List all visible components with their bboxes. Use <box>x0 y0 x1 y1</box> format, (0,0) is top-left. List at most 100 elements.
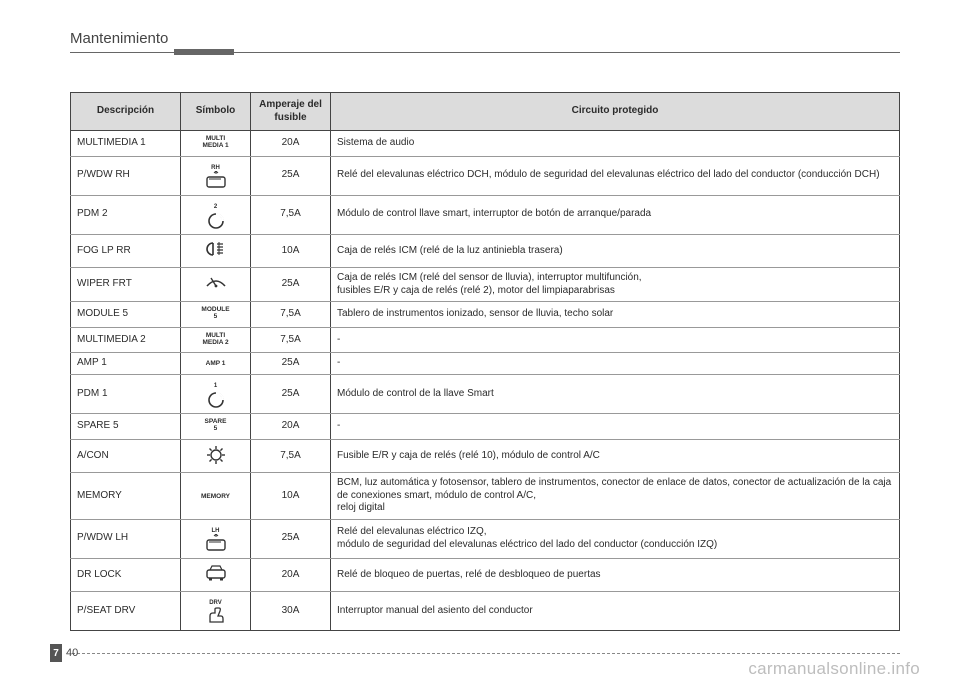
th-desc: Descripción <box>71 93 181 131</box>
cell-symbol: AMP 1 <box>181 353 251 375</box>
cell-amp: 10A <box>251 473 331 520</box>
cell-circuit: Relé del elevalunas eléctrico DCH, módul… <box>331 156 900 195</box>
wiper-icon <box>205 272 227 292</box>
cell-desc: P/SEAT DRV <box>71 592 181 631</box>
table-row: P/WDW LH LH 25ARelé del elevalunas eléctri… <box>71 519 900 558</box>
cell-circuit: BCM, luz automática y fotosensor, tabler… <box>331 473 900 520</box>
cell-amp: 7,5A <box>251 439 331 473</box>
cell-desc: P/WDW RH <box>71 156 181 195</box>
window_rh-icon: RH <box>205 165 227 191</box>
cell-symbol: RH <box>181 156 251 195</box>
car-icon <box>205 563 227 583</box>
cell-circuit: Fusible E/R y caja de relés (relé 10), m… <box>331 439 900 473</box>
cell-circuit: Relé del elevalunas eléctrico IZQ,módulo… <box>331 519 900 558</box>
section-title: Mantenimiento <box>70 30 168 47</box>
cell-amp: 25A <box>251 519 331 558</box>
cell-amp: 25A <box>251 353 331 375</box>
th-amp: Amperaje del fusible <box>251 93 331 131</box>
cell-symbol: SPARE5 <box>181 413 251 439</box>
snow-icon <box>205 444 227 464</box>
cell-amp: 30A <box>251 592 331 631</box>
cell-symbol: MEMORY <box>181 473 251 520</box>
table-row: P/WDW RH RH 25ARelé del elevalunas eléctri… <box>71 156 900 195</box>
cell-symbol: 2 <box>181 195 251 234</box>
cell-desc: WIPER FRT <box>71 268 181 302</box>
cell-desc: DR LOCK <box>71 558 181 592</box>
cell-symbol <box>181 234 251 268</box>
cell-desc: AMP 1 <box>71 353 181 375</box>
table-row: SPARE 5 SPARE5 20A- <box>71 413 900 439</box>
table-row: MEMORY MEMORY 10ABCM, luz automática y fot… <box>71 473 900 520</box>
cell-symbol: LH <box>181 519 251 558</box>
cell-desc: MULTIMEDIA 2 <box>71 327 181 353</box>
cell-desc: MODULE 5 <box>71 302 181 328</box>
table-row: FOG LP RR 10ACaja de relés ICM (relé de l… <box>71 234 900 268</box>
symbol-text: MULTIMEDIA 2 <box>202 332 228 346</box>
symbol-text: AMP 1 <box>206 360 226 367</box>
cell-desc: MEMORY <box>71 473 181 520</box>
table-row: P/SEAT DRV DRV 30AInterruptor manual del a… <box>71 592 900 631</box>
table-row: PDM 2 2 7,5AMódulo de control llave smart,… <box>71 195 900 234</box>
cell-desc: SPARE 5 <box>71 413 181 439</box>
window_lh-icon: LH <box>205 528 227 554</box>
cell-circuit: Caja de relés ICM (relé de la luz antini… <box>331 234 900 268</box>
cell-symbol: MULTIMEDIA 2 <box>181 327 251 353</box>
cell-circuit: - <box>331 327 900 353</box>
table-header-row: Descripción Símbolo Amperaje del fusible… <box>71 93 900 131</box>
ring1-icon: 1 <box>205 383 227 409</box>
cell-circuit: Módulo de control llave smart, interrupt… <box>331 195 900 234</box>
cell-symbol: MODULE5 <box>181 302 251 328</box>
seat_drv-icon: DRV <box>205 600 227 626</box>
symbol-text: MULTIMEDIA 1 <box>202 135 228 149</box>
symbol-text: SPARE5 <box>205 418 227 432</box>
cell-circuit: - <box>331 353 900 375</box>
cell-desc: PDM 2 <box>71 195 181 234</box>
cell-amp: 25A <box>251 268 331 302</box>
table-row: PDM 1 1 25AMódulo de control de la llave S… <box>71 374 900 413</box>
cell-amp: 7,5A <box>251 195 331 234</box>
th-symbol: Símbolo <box>181 93 251 131</box>
cell-desc: FOG LP RR <box>71 234 181 268</box>
cell-desc: MULTIMEDIA 1 <box>71 131 181 157</box>
ring2-icon: 2 <box>205 204 227 230</box>
chapter-number: 7 <box>50 644 62 662</box>
table-row: A/CON7,5AFusible E/R y caja de relés (re… <box>71 439 900 473</box>
fog_rr-icon <box>205 239 227 259</box>
page-header: Mantenimiento <box>70 30 900 64</box>
table-row: MULTIMEDIA 2 MULTIMEDIA 2 7,5A- <box>71 327 900 353</box>
cell-symbol <box>181 439 251 473</box>
cell-amp: 25A <box>251 156 331 195</box>
cell-symbol <box>181 268 251 302</box>
table-row: MULTIMEDIA 1 MULTIMEDIA 1 20ASistema de au… <box>71 131 900 157</box>
cell-amp: 7,5A <box>251 327 331 353</box>
cell-symbol <box>181 558 251 592</box>
cell-symbol: DRV <box>181 592 251 631</box>
cell-symbol: 1 <box>181 374 251 413</box>
cell-amp: 20A <box>251 413 331 439</box>
th-circuit: Circuito protegido <box>331 93 900 131</box>
cell-circuit: Caja de relés ICM (relé del sensor de ll… <box>331 268 900 302</box>
symbol-text: MEMORY <box>201 493 230 500</box>
cell-amp: 7,5A <box>251 302 331 328</box>
cell-circuit: Sistema de audio <box>331 131 900 157</box>
cell-symbol: MULTIMEDIA 1 <box>181 131 251 157</box>
cell-circuit: Interruptor manual del asiento del condu… <box>331 592 900 631</box>
page-number: 40 <box>66 647 78 659</box>
cell-amp: 10A <box>251 234 331 268</box>
cell-circuit: - <box>331 413 900 439</box>
table-row: MODULE 5 MODULE5 7,5ATablero de instrument… <box>71 302 900 328</box>
cell-circuit: Módulo de control de la llave Smart <box>331 374 900 413</box>
symbol-text: MODULE5 <box>201 306 229 320</box>
table-row: DR LOCK 20ARelé de bloqueo de puertas, re… <box>71 558 900 592</box>
cell-amp: 25A <box>251 374 331 413</box>
cell-circuit: Tablero de instrumentos ionizado, sensor… <box>331 302 900 328</box>
cell-amp: 20A <box>251 558 331 592</box>
cell-circuit: Relé de bloqueo de puertas, relé de desb… <box>331 558 900 592</box>
fuse-table: Descripción Símbolo Amperaje del fusible… <box>70 92 900 631</box>
cell-desc: P/WDW LH <box>71 519 181 558</box>
cell-amp: 20A <box>251 131 331 157</box>
footer-dashed-rule <box>72 653 900 654</box>
watermark: carmanualsonline.info <box>748 659 920 679</box>
cell-desc: PDM 1 <box>71 374 181 413</box>
table-row: AMP 1 AMP 1 25A- <box>71 353 900 375</box>
